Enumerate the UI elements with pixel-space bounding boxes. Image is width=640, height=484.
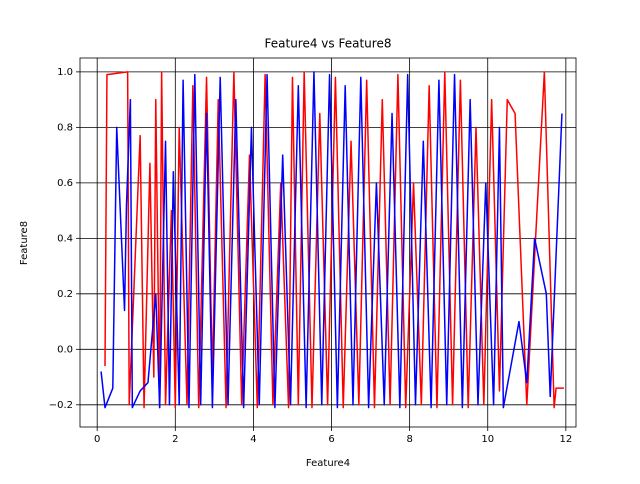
y-tick-label: 1.0 (57, 67, 73, 78)
y-tick-label: 0.8 (57, 122, 73, 133)
x-tick-label: 2 (172, 434, 178, 445)
x-tick-label: 0 (94, 434, 100, 445)
y-axis-label: Feature8 (19, 221, 30, 265)
x-tick-label: 12 (559, 434, 572, 445)
y-tick-label: 0.6 (57, 178, 73, 189)
series-line (104, 71, 564, 409)
x-tick-label: 6 (328, 434, 334, 445)
y-tick-label: 0.2 (57, 289, 73, 300)
x-tick-label: 4 (250, 434, 256, 445)
chart-title: Feature4 vs Feature8 (265, 37, 392, 51)
y-tick-label: −0.2 (49, 400, 73, 411)
plot-frame (79, 57, 577, 428)
series-line (100, 71, 563, 409)
y-tick-label: 0.0 (57, 344, 73, 355)
x-tick-label: 8 (406, 434, 412, 445)
x-axis-label: Feature4 (306, 458, 350, 469)
y-tick-label: 0.4 (57, 233, 73, 244)
x-tick-label: 10 (481, 434, 494, 445)
